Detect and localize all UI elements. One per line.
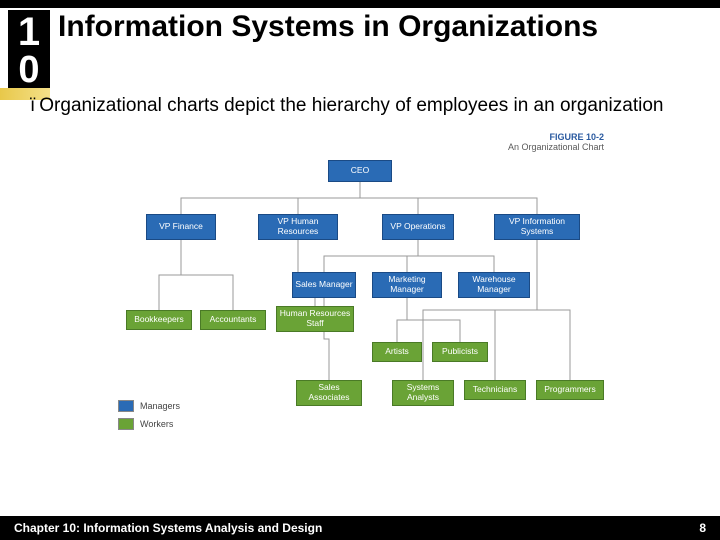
bullet-arrow-icon: ï <box>30 95 35 116</box>
footer-chapter-text: Chapter 10: Information Systems Analysis… <box>14 521 322 535</box>
org-node-hrs: Human Resources Staff <box>276 306 354 332</box>
org-node-ceo: CEO <box>328 160 392 182</box>
org-node-vpf: VP Finance <box>146 214 216 240</box>
org-node-tech: Technicians <box>464 380 526 400</box>
org-node-prog: Programmers <box>536 380 604 400</box>
org-node-whm: Warehouse Manager <box>458 272 530 298</box>
title-wrap: Information Systems in Organizations <box>50 10 720 45</box>
legend-label-workers: Workers <box>140 419 173 429</box>
top-bar <box>0 0 720 8</box>
chapter-badge: 1 0 <box>8 10 50 88</box>
bullet-content: Organizational charts depict the hierarc… <box>39 95 663 116</box>
footer-page-number: 8 <box>699 521 706 535</box>
org-node-san: Systems Analysts <box>392 380 454 406</box>
org-node-vpis: VP Information Systems <box>494 214 580 240</box>
org-node-acc: Accountants <box>200 310 266 330</box>
legend-row-managers: Managers <box>118 400 180 412</box>
org-chart: Managers Workers CEO VP Finance VP Human R… <box>110 156 610 436</box>
slide-header: 1 0 Information Systems in Organizations <box>0 8 720 88</box>
footer: Chapter 10: Information Systems Analysis… <box>0 516 720 540</box>
legend-swatch-workers <box>118 418 134 430</box>
chapter-digit-top: 1 <box>18 10 40 54</box>
org-node-sal: Sales Manager <box>292 272 356 298</box>
figure: FIGURE 10-2 An Organizational Chart Mana… <box>110 132 610 436</box>
legend-row-workers: Workers <box>118 418 180 430</box>
org-node-pub: Publicists <box>432 342 488 362</box>
figure-label: FIGURE 10-2 <box>110 132 610 142</box>
org-node-mkt: Marketing Manager <box>372 272 442 298</box>
legend-label-managers: Managers <box>140 401 180 411</box>
org-node-vphr: VP Human Resources <box>258 214 338 240</box>
org-node-bk: Bookkeepers <box>126 310 192 330</box>
org-node-sa: Sales Associates <box>296 380 362 406</box>
org-node-vpo: VP Operations <box>382 214 454 240</box>
slide-title: Information Systems in Organizations <box>58 10 720 45</box>
chapter-digit-bottom: 0 <box>8 54 50 86</box>
bullet-text: ïOrganizational charts depict the hierar… <box>0 88 720 118</box>
legend: Managers Workers <box>118 394 180 430</box>
org-node-art: Artists <box>372 342 422 362</box>
legend-swatch-managers <box>118 400 134 412</box>
figure-caption: An Organizational Chart <box>110 142 610 152</box>
